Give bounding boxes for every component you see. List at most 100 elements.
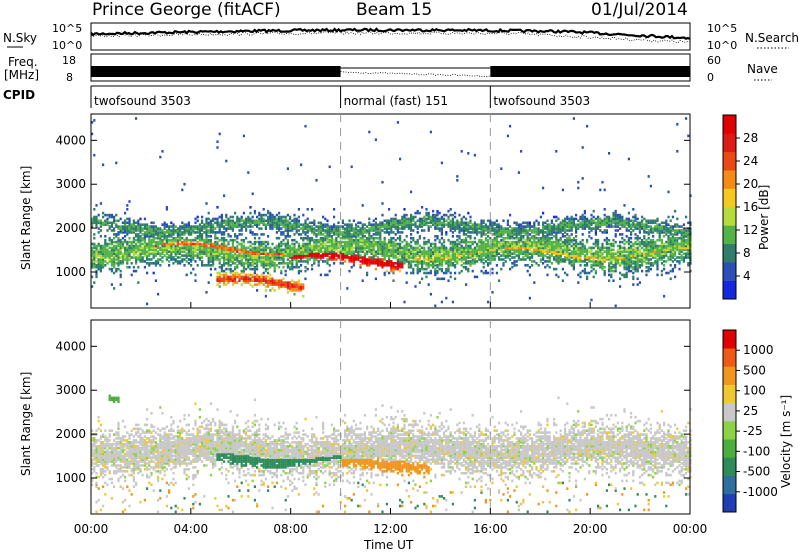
power-cell xyxy=(287,239,289,242)
power-cell xyxy=(436,278,438,281)
power-cell xyxy=(329,270,331,273)
power-cell xyxy=(243,135,245,138)
power-cell xyxy=(443,245,445,248)
power-cell xyxy=(271,287,273,290)
power-cell xyxy=(476,223,478,226)
power-cell xyxy=(311,245,313,248)
freq-band-1 xyxy=(91,66,341,77)
power-cell xyxy=(588,256,590,259)
power-cell xyxy=(249,249,251,252)
power-cell xyxy=(201,216,203,219)
power-cell xyxy=(329,264,331,267)
power-cell xyxy=(498,256,500,259)
power-cell xyxy=(197,264,199,267)
noise-trace xyxy=(91,29,690,43)
power-cell xyxy=(322,260,324,263)
power-cell xyxy=(137,254,139,257)
power-cell xyxy=(425,241,427,244)
power-cell xyxy=(408,249,410,252)
power-cell xyxy=(300,223,302,226)
power-cell xyxy=(265,223,267,226)
power-cell xyxy=(282,249,284,252)
power-cell xyxy=(443,218,445,221)
power-cell xyxy=(527,270,529,273)
power-cell xyxy=(366,272,368,275)
power-cell xyxy=(324,274,326,277)
power-cell xyxy=(584,216,586,219)
power-cell xyxy=(117,231,119,234)
power-cell xyxy=(254,283,256,286)
power-cell xyxy=(271,243,273,246)
power-cell xyxy=(153,262,155,265)
power-cell xyxy=(362,279,364,282)
power-cell xyxy=(441,237,443,240)
power-cell xyxy=(133,220,135,223)
power-cell xyxy=(247,274,249,277)
power-cell xyxy=(329,245,331,248)
power-cell xyxy=(115,245,117,248)
power-cell xyxy=(593,276,595,279)
power-cell xyxy=(498,252,500,255)
power-cell xyxy=(291,243,293,246)
power-cell xyxy=(623,204,625,207)
power-cell xyxy=(344,241,346,244)
power-cell xyxy=(157,258,159,261)
power-cell xyxy=(252,247,254,250)
power-cell xyxy=(456,220,458,223)
power-cell xyxy=(575,235,577,238)
power-cell xyxy=(359,222,361,225)
power-cell xyxy=(599,247,601,250)
power-cell xyxy=(238,252,240,255)
power-cell xyxy=(384,262,386,265)
power-cell xyxy=(201,256,203,259)
power-cell xyxy=(626,241,628,244)
power-cell xyxy=(577,274,579,277)
power-cell xyxy=(443,278,445,281)
power-cell xyxy=(538,264,540,267)
power-cell xyxy=(377,256,379,259)
power-cell xyxy=(359,227,361,230)
power-cell xyxy=(421,206,423,209)
power-cell xyxy=(414,216,416,219)
power-cell xyxy=(498,279,500,282)
power-cell xyxy=(641,220,643,223)
power-cell xyxy=(291,223,293,226)
power-cell xyxy=(478,245,480,248)
power-cell xyxy=(265,268,267,271)
power-cell xyxy=(403,301,405,304)
power-cell xyxy=(241,216,243,219)
power-cell xyxy=(122,225,124,228)
power-cell xyxy=(366,237,368,240)
power-cell xyxy=(621,241,623,244)
power-cell xyxy=(183,183,185,186)
power-cell xyxy=(236,264,238,267)
power-cell xyxy=(300,227,302,230)
power-cell xyxy=(93,154,95,157)
power-cell xyxy=(417,247,419,250)
power-cell xyxy=(399,158,401,161)
power-cell xyxy=(199,223,201,226)
power-cell xyxy=(113,287,115,290)
power-cell xyxy=(304,237,306,240)
power-cell xyxy=(298,233,300,236)
power-cell xyxy=(359,254,361,257)
power-cell xyxy=(628,237,630,240)
power-cell xyxy=(249,274,251,277)
power-cell xyxy=(553,223,555,226)
power-cell xyxy=(370,241,372,244)
power-cell xyxy=(595,250,597,253)
power-cell xyxy=(447,239,449,242)
power-cell xyxy=(223,194,225,197)
power-cell xyxy=(249,218,251,221)
power-cell xyxy=(456,179,458,182)
power-cell xyxy=(113,245,115,248)
power-cell xyxy=(577,243,579,246)
power-cell xyxy=(278,237,280,240)
power-cell xyxy=(443,272,445,275)
power-cell xyxy=(276,264,278,267)
power-cell xyxy=(439,239,441,242)
power-cell xyxy=(146,272,148,275)
power-cell xyxy=(230,268,232,271)
power-cell xyxy=(329,166,331,169)
power-cell xyxy=(287,262,289,265)
